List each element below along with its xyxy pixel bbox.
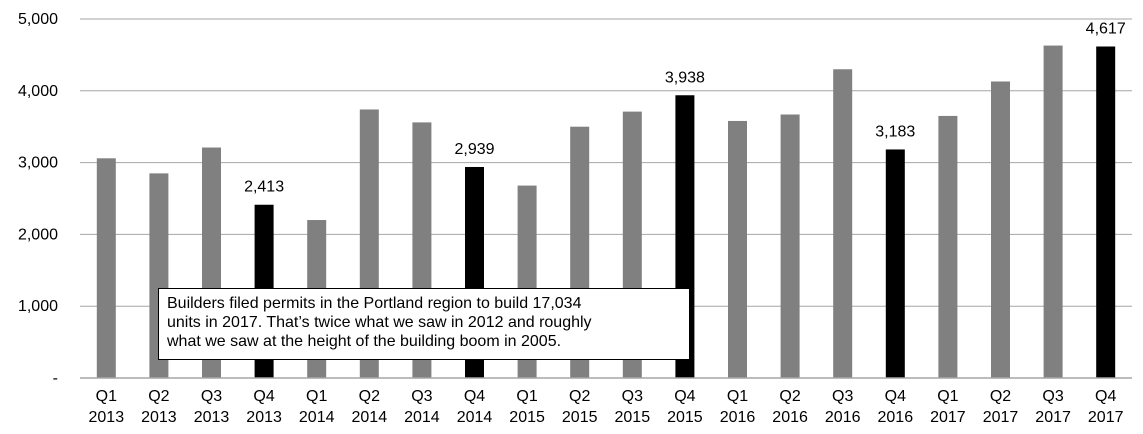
data-label: 3,183 [875,123,915,140]
annotation-line: units in 2017. That’s twice what we saw … [167,314,592,331]
x-tick-label-quarter: Q2 [359,388,380,405]
annotation-box: Builders filed permits in the Portland r… [158,288,690,360]
gridlines [80,18,1132,307]
x-tick-label-quarter: Q2 [990,388,1011,405]
x-tick-label-quarter: Q3 [1042,388,1063,405]
x-tick-label-year: 2016 [825,409,861,426]
bar [885,149,905,378]
x-tick-label-year: 2016 [772,409,808,426]
bar [780,114,800,378]
bar [1043,45,1063,378]
data-label: 3,938 [665,69,705,86]
x-tick-label-year: 2013 [246,409,282,426]
x-tick-labels: Q1 2013 Q2 2013 Q3 2013 Q4 2013 Q1 2014 Q2 2014 Q3 20… [89,388,1124,426]
annotation-line: Builders filed permits in the Portland r… [167,295,582,312]
x-tick-label-year: 2013 [89,409,125,426]
x-tick-label-year: 2014 [404,409,440,426]
bar [991,81,1010,378]
y-tick-labels: - 1,000 2,000 3,000 4,000 5,000 [18,11,58,387]
data-label: 2,413 [244,179,284,196]
y-tick-label: 5,000 [18,11,58,28]
x-tick-label-year: 2014 [457,409,493,426]
x-tick-label-quarter: Q1 [306,388,327,405]
x-tick-label-quarter: Q1 [937,388,958,405]
x-tick-label-year: 2014 [299,409,335,426]
x-tick-label-year: 2017 [1035,409,1071,426]
x-tick-label-quarter: Q1 [96,388,117,405]
x-tick-label-quarter: Q3 [832,388,853,405]
bar [1096,46,1116,379]
x-tick-label-year: 2016 [720,409,756,426]
y-tick-label: 1,000 [18,298,58,315]
x-tick-label-quarter: Q4 [1095,388,1116,405]
x-tick-label-year: 2017 [1088,409,1124,426]
x-tick-label-year: 2015 [562,409,598,426]
data-labels: 2,413 2,939 3,938 3,183 4,617 [244,20,1126,195]
y-tick-label: - [53,370,58,387]
x-tick-label-quarter: Q3 [622,388,643,405]
x-tick-label-quarter: Q3 [201,388,222,405]
x-tick-label-quarter: Q4 [674,388,695,405]
y-tick-label: 3,000 [18,155,58,172]
y-tick-label: 4,000 [18,83,58,100]
bar [728,120,747,379]
x-tick-label-quarter: Q4 [885,388,906,405]
x-tick-label-quarter: Q4 [253,388,274,405]
x-tick-label-year: 2015 [615,409,651,426]
x-tick-label-quarter: Q4 [464,388,485,405]
x-tick-label-quarter: Q2 [779,388,800,405]
x-tick-label-year: 2013 [194,409,230,426]
x-tick-label-quarter: Q3 [411,388,432,405]
x-tick-label-quarter: Q1 [516,388,537,405]
x-tick-label-quarter: Q2 [569,388,590,405]
bar [96,158,116,378]
x-tick-label-year: 2017 [930,409,966,426]
x-tick-label-year: 2015 [509,409,545,426]
y-tick-label: 2,000 [18,226,58,243]
data-label: 4,617 [1086,20,1126,37]
x-tick-label-year: 2017 [983,409,1019,426]
bar [833,69,853,378]
x-tick-label-quarter: Q1 [727,388,748,405]
data-label: 2,939 [454,141,494,158]
annotation-line: what we saw at the height of the buildin… [167,333,562,350]
bar [938,115,958,379]
x-tick-label-quarter: Q2 [148,388,169,405]
x-tick-label-year: 2016 [878,409,914,426]
x-tick-label-year: 2013 [141,409,177,426]
x-tick-label-year: 2015 [667,409,703,426]
x-tick-label-year: 2014 [352,409,388,426]
